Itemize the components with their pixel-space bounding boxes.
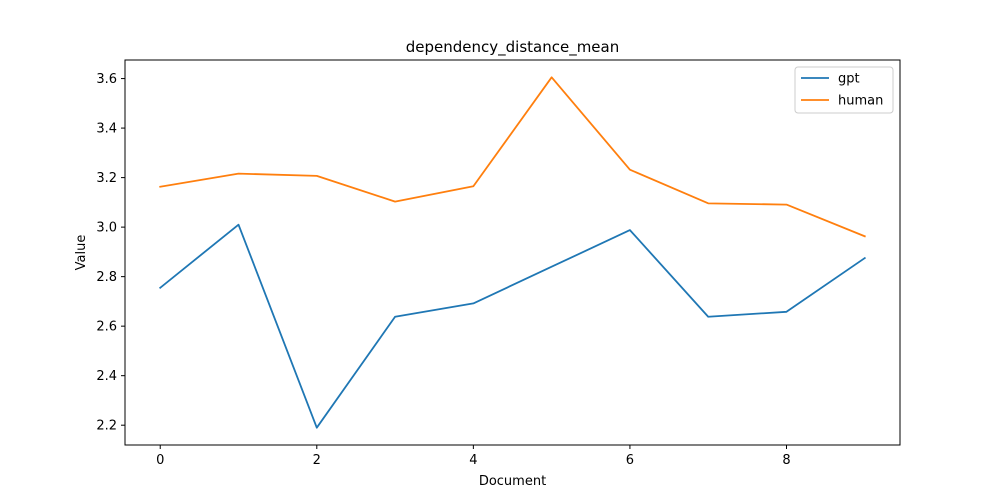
- y-axis-label: Value: [74, 235, 89, 271]
- x-tick-label: 8: [782, 453, 790, 468]
- x-tick-label: 2: [313, 453, 321, 468]
- y-tick-label: 2.6: [96, 320, 117, 335]
- y-tick-label: 2.2: [96, 419, 117, 434]
- y-tick-label: 3.2: [96, 171, 117, 186]
- x-tick-label: 0: [156, 453, 164, 468]
- y-tick-label: 3.4: [96, 122, 117, 137]
- x-axis-label: Document: [479, 474, 546, 489]
- x-tick-label: 6: [626, 453, 634, 468]
- y-tick-label: 3.6: [96, 72, 117, 87]
- x-tick-label: 4: [469, 453, 477, 468]
- legend-label-human: human: [838, 94, 883, 109]
- chart-title: dependency_distance_mean: [406, 38, 620, 57]
- y-tick-label: 2.8: [96, 270, 117, 285]
- legend: gpt human: [795, 67, 893, 113]
- y-tick-label: 2.4: [96, 369, 117, 384]
- y-tick-label: 3.0: [96, 221, 117, 236]
- legend-label-gpt: gpt: [838, 72, 860, 87]
